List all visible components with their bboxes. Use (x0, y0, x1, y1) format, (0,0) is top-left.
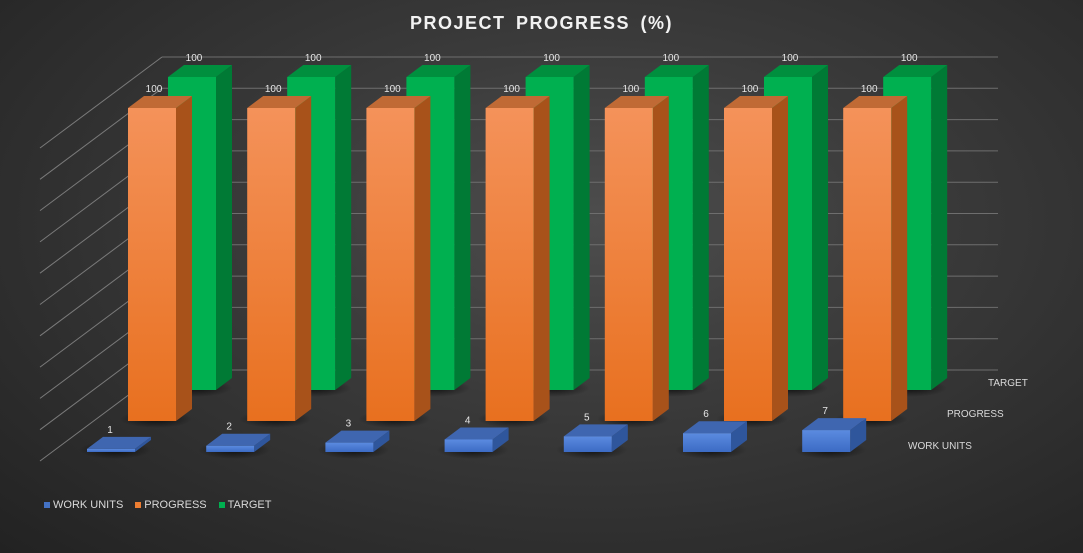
bar-side-target (573, 65, 590, 390)
bar-work-units (563, 436, 612, 452)
bar-top-target (644, 65, 709, 77)
bar-side-progress (652, 96, 669, 421)
bar-progress (247, 108, 296, 421)
data-label-progress: 100 (742, 84, 759, 95)
bar-side-work-units (135, 436, 151, 452)
data-label-target: 100 (543, 53, 560, 64)
bar-top-target (406, 65, 471, 77)
bar-work-units (325, 442, 374, 452)
bar-top-progress (843, 96, 908, 108)
bar-side-progress (414, 96, 431, 421)
data-label-target: 100 (901, 53, 918, 64)
bar-top-target (168, 65, 232, 77)
bar-side-work-units (850, 418, 867, 452)
legend-item-target: TARGET (218, 499, 272, 511)
bar-top-target (764, 65, 828, 77)
data-label-work-units: 4 (465, 415, 471, 426)
bar-progress (724, 108, 772, 421)
bar-top-work-units (563, 424, 628, 437)
legend-label: PROGRESS (144, 499, 207, 511)
legend-item-work-units: WORK UNITS (44, 499, 123, 511)
bar-top-progress (366, 96, 431, 108)
bar-top-target (883, 65, 948, 77)
data-label-target: 100 (782, 53, 799, 64)
gridline-side (39, 56, 163, 149)
data-label-work-units: 5 (584, 412, 590, 423)
data-label-progress: 100 (384, 84, 401, 95)
legend-label: TARGET (227, 499, 272, 511)
data-label-work-units: 6 (703, 409, 709, 420)
bar-side-work-units (611, 424, 628, 452)
data-label-progress: 100 (622, 84, 639, 95)
bar-top-target (525, 65, 590, 77)
bar-progress (128, 108, 176, 421)
bar-side-target (216, 65, 232, 390)
data-label-target: 100 (305, 53, 322, 64)
bar-side-progress (891, 96, 908, 421)
data-label-target: 100 (186, 53, 203, 64)
data-label-progress: 100 (146, 84, 163, 95)
bar-side-target (454, 65, 471, 390)
depth-axis-label: TARGET (988, 378, 1028, 389)
legend-swatch-progress (135, 502, 142, 508)
bar-top-progress (724, 96, 788, 108)
data-label-target: 100 (424, 53, 441, 64)
bar-top-work-units (444, 427, 509, 440)
bar-top-work-units (325, 430, 390, 443)
bar-progress (843, 108, 892, 421)
bar-progress (485, 108, 534, 421)
legend-swatch-target (218, 502, 225, 508)
bar-side-progress (772, 96, 788, 421)
legend-label: WORK UNITS (53, 499, 124, 511)
legend-item-progress: PROGRESS (135, 499, 207, 511)
legend: WORK UNITS PROGRESS TARGET (44, 499, 271, 511)
bar-side-target (335, 65, 352, 390)
chart-title: PROJECT PROGRESS (%) (409, 13, 674, 33)
bar-side-progress (295, 96, 312, 421)
data-label-progress: 100 (265, 84, 282, 95)
bar-top-target (287, 65, 352, 77)
depth-axis-label: PROGRESS (947, 409, 1004, 420)
bar-top-work-units (206, 433, 271, 446)
data-label-work-units: 1 (107, 425, 113, 436)
bar-side-target (812, 65, 828, 390)
bar-side-work-units (731, 421, 747, 452)
bar-top-work-units (802, 418, 867, 431)
bar-side-progress (533, 96, 550, 421)
data-label-progress: 100 (503, 84, 520, 95)
bar-side-work-units (373, 430, 390, 452)
bar-progress (366, 108, 415, 421)
bar-work-units (802, 430, 851, 452)
bar-top-work-units (87, 436, 151, 449)
depth-axis-label: WORK UNITS (908, 441, 972, 452)
bar-side-work-units (254, 433, 271, 452)
bar-side-target (931, 65, 948, 390)
data-label-target: 100 (662, 53, 679, 64)
bar-side-progress (176, 96, 192, 421)
bar-top-progress (604, 96, 669, 108)
bar-top-progress (128, 96, 192, 108)
bar-work-units (87, 448, 135, 452)
bar-top-work-units (683, 421, 747, 434)
data-label-work-units: 3 (346, 419, 352, 430)
bar-progress (604, 108, 653, 421)
data-label-work-units: 2 (226, 422, 232, 433)
bar-top-progress (485, 96, 550, 108)
legend-swatch-work-units (44, 502, 50, 508)
bar-top-progress (247, 96, 312, 108)
bar-work-units (444, 439, 493, 452)
bar-side-target (692, 65, 709, 390)
bar-work-units (683, 433, 731, 452)
data-label-progress: 100 (861, 84, 878, 95)
bar-side-work-units (492, 427, 509, 452)
data-label-work-units: 7 (822, 406, 828, 417)
bar-work-units (206, 445, 255, 452)
